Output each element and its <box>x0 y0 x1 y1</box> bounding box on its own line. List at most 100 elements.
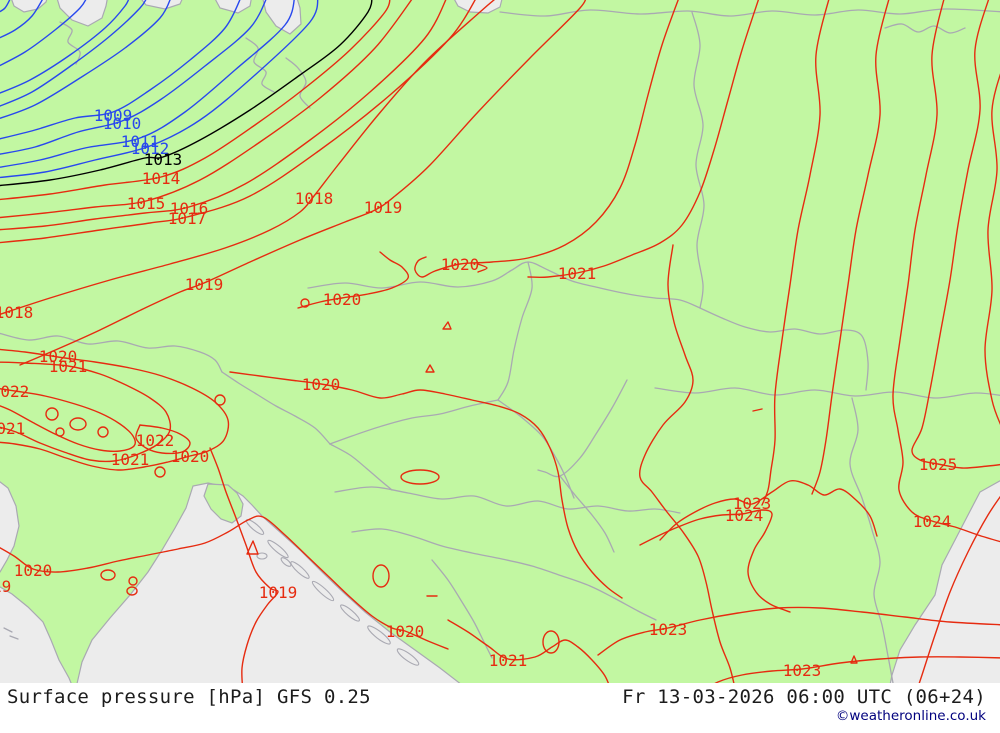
sea-polygon <box>889 480 1000 683</box>
isobar-label: 1015 <box>127 194 166 213</box>
isobar-red <box>0 0 495 316</box>
isobar-label: 1020 <box>323 290 362 309</box>
isobar-red <box>911 0 1000 469</box>
isobar-label: 1020 <box>14 561 53 580</box>
border-line <box>499 8 1000 17</box>
isobar-red <box>229 371 623 599</box>
isobar-red <box>0 388 136 453</box>
sea-polygon <box>76 482 461 683</box>
isobar-closed-loop <box>154 466 166 478</box>
island <box>340 604 360 622</box>
isobar-label: 1021 <box>489 651 528 670</box>
border-line <box>329 399 499 445</box>
isobar-label: 1019 <box>259 583 298 602</box>
isobar-red <box>209 447 279 683</box>
isobar-closed-loop <box>126 586 138 596</box>
sea-polygon <box>141 0 183 10</box>
isobar-label: 1018 <box>0 303 33 322</box>
isobar-closed-loop <box>372 564 390 588</box>
border-line <box>351 528 657 621</box>
isobar-red <box>19 0 587 366</box>
border-line <box>9 635 19 640</box>
isobar-label: 1019 <box>364 198 403 217</box>
isobar-label: 1017 <box>168 209 207 228</box>
isobar-label: 1022 <box>136 431 175 450</box>
sea-polygon <box>56 0 108 27</box>
isobar-black <box>0 0 373 187</box>
border-line <box>329 443 393 491</box>
sea-areas <box>0 0 1000 683</box>
isobar-label: 1020 <box>39 347 78 366</box>
isobar-label: 1012 <box>131 139 170 158</box>
isobar-label: 1010 <box>103 114 142 133</box>
border-line <box>559 475 615 553</box>
isobar-red <box>0 0 476 244</box>
isobar-blue <box>0 0 241 140</box>
isobar-red <box>0 0 447 231</box>
isobar-closed-loop <box>69 417 87 431</box>
isobar-small-feature <box>850 655 858 664</box>
border-line <box>884 23 966 34</box>
border-line <box>334 486 681 514</box>
island <box>267 539 289 559</box>
isobar-red <box>918 495 1000 683</box>
isobar-red <box>0 361 172 463</box>
isobar-red <box>597 606 1000 656</box>
isobar-label: 1025 <box>919 455 958 474</box>
isobar-blue <box>0 0 295 168</box>
isobar-closed-loop <box>55 427 65 437</box>
isobar-red <box>714 656 1000 683</box>
isobar-blue <box>0 0 147 107</box>
isobar-blue <box>0 0 130 94</box>
isobar-red <box>659 480 878 541</box>
isobar-red <box>761 0 830 506</box>
isobar-label: 1021 <box>0 419 25 438</box>
isobar-red <box>892 0 1000 543</box>
country-borders <box>0 8 1000 683</box>
isobar-label: 1024 <box>913 512 952 531</box>
isobar-blue <box>0 0 87 67</box>
isobar-label: 1020 <box>302 375 341 394</box>
isobar-label: 1009 <box>94 106 133 125</box>
island <box>311 580 335 602</box>
island <box>280 557 292 567</box>
isobar-red <box>639 244 735 683</box>
isobar-label: 1020 <box>386 622 425 641</box>
isobar-red <box>811 0 890 495</box>
isobar-closed-loop <box>45 407 59 421</box>
sea-polygon <box>0 481 20 573</box>
isobar-closed-loop <box>214 394 226 406</box>
isobar-label: 1016 <box>170 199 209 218</box>
isobar-red <box>0 0 413 219</box>
border-line <box>537 379 628 478</box>
isobar-red <box>984 73 1000 425</box>
border-line <box>59 21 81 65</box>
isobar-label: 1023 <box>783 661 822 680</box>
isobar-red <box>0 0 391 201</box>
isobar-red <box>477 263 488 273</box>
island <box>290 561 310 579</box>
isobar-red <box>135 424 191 455</box>
isobar-red <box>297 251 410 309</box>
isobar-label: 1022 <box>0 382 29 401</box>
sea-polygon <box>262 0 302 35</box>
isobar-small-feature <box>246 540 259 555</box>
isobar-red <box>0 348 230 471</box>
isobar-closed-loop <box>542 630 560 654</box>
valid-time: Fr 13-03-2026 06:00 UTC (06+24) <box>622 686 986 708</box>
status-bar: Surface pressure [hPa] GFS 0.25 Fr 13-03… <box>0 683 1000 733</box>
isobar-label: 1014 <box>142 169 181 188</box>
isobar-blue <box>0 0 171 120</box>
isobar-label: 1020 <box>171 447 210 466</box>
border-line <box>497 261 533 401</box>
isobar-label: 1018 <box>295 189 334 208</box>
isobar-blue <box>0 0 43 39</box>
border-line <box>849 397 894 683</box>
isobar-label: 1024 <box>725 506 764 525</box>
isobar-blue <box>0 0 319 179</box>
isobar-closed-loop <box>400 469 440 485</box>
island <box>367 625 391 645</box>
isobar-red <box>0 515 449 650</box>
